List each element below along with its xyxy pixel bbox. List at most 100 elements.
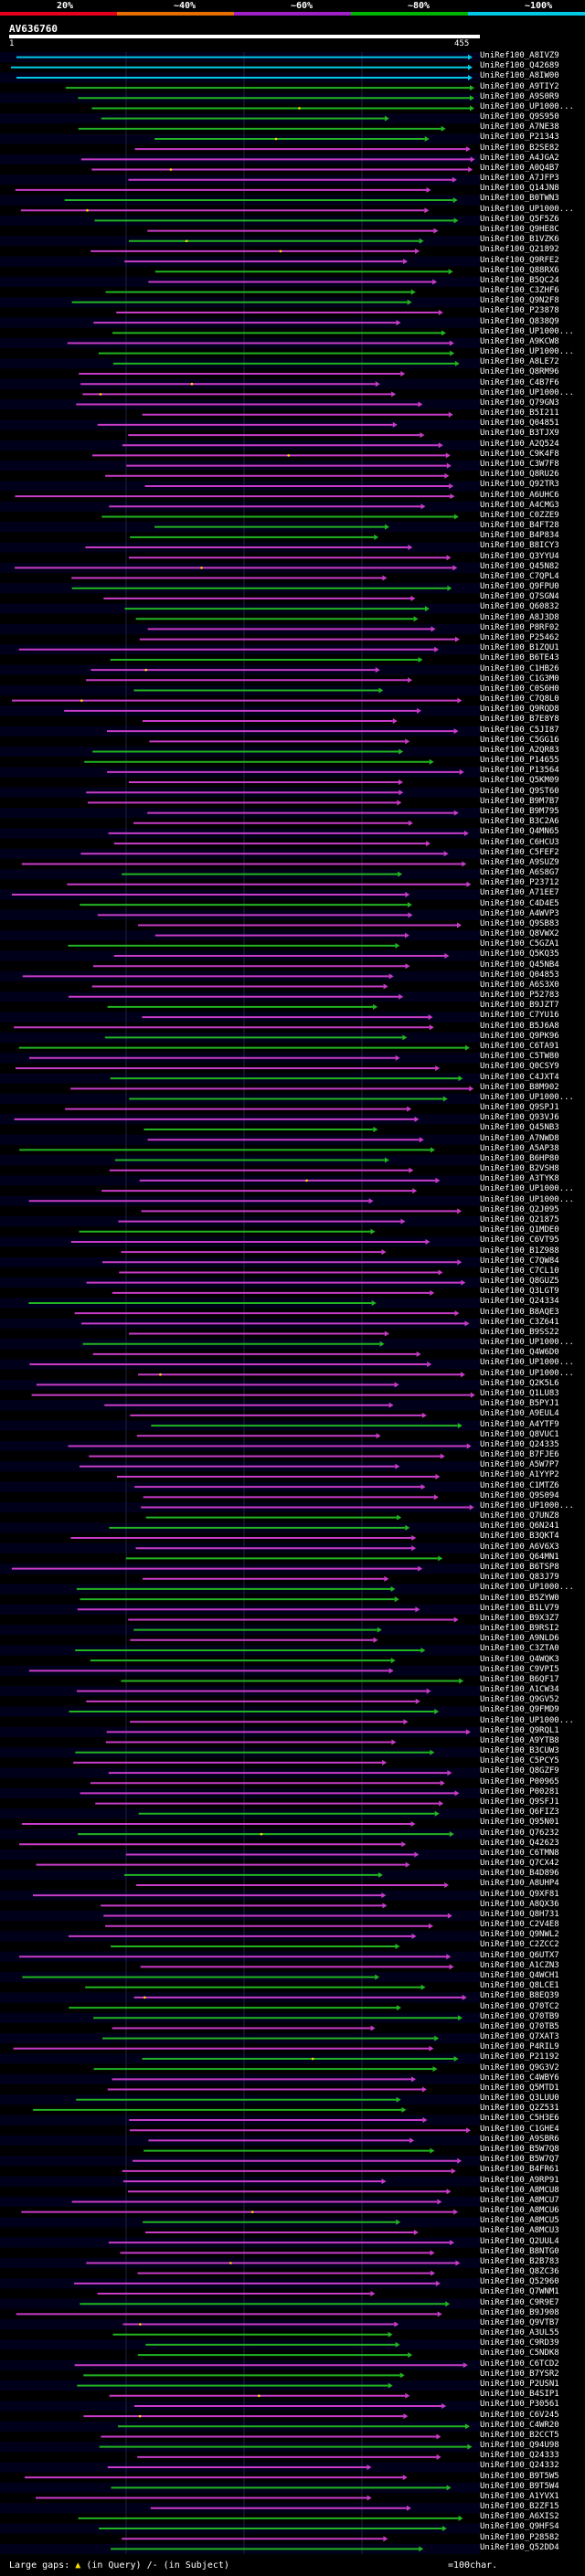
hit-name[interactable]: UniRef100_Q8H731 (480, 1909, 559, 1919)
hit-name[interactable]: UniRef100_A7NWD8 (480, 1133, 559, 1143)
hit-name[interactable]: UniRef100_A3UL55 (480, 2328, 559, 2338)
hit-name[interactable]: UniRef100_Q9SFJ1 (480, 1797, 559, 1807)
hit-name[interactable]: UniRef100_A8MCU8 (480, 2185, 559, 2195)
hit-name[interactable]: UniRef100_B2ZF15 (480, 2502, 559, 2512)
hit-name[interactable]: UniRef100_A1CW34 (480, 1685, 559, 1695)
hit-name[interactable]: UniRef100_A9S0R9 (480, 91, 559, 101)
hit-name[interactable]: UniRef100_Q9RFE2 (480, 255, 559, 265)
hit-name[interactable]: UniRef100_Q4WQK3 (480, 1654, 559, 1664)
hit-name[interactable]: UniRef100_B9M795 (480, 806, 559, 816)
hit-name[interactable]: UniRef100_B1Z988 (480, 1246, 559, 1256)
hit-name[interactable]: UniRef100_UP1000... (480, 1500, 574, 1511)
hit-name[interactable]: UniRef100_P23878 (480, 306, 559, 316)
hit-name[interactable]: UniRef100_Q42689 (480, 61, 559, 71)
hit-name[interactable]: UniRef100_B9X3Z7 (480, 1613, 559, 1623)
hit-name[interactable]: UniRef100_Q5KM09 (480, 776, 559, 786)
hit-name[interactable]: UniRef100_Q83J79 (480, 1573, 559, 1583)
hit-name[interactable]: UniRef100_A4CMG3 (480, 500, 559, 510)
hit-name[interactable]: UniRef100_Q24335 (480, 1439, 559, 1449)
hit-name[interactable]: UniRef100_Q8GZF9 (480, 1766, 559, 1776)
hit-name[interactable]: UniRef100_Q70TB9 (480, 2011, 559, 2021)
hit-name[interactable]: UniRef100_C2V4E8 (480, 1920, 559, 1930)
hit-name[interactable]: UniRef100_Q14JN8 (480, 184, 559, 194)
hit-name[interactable]: UniRef100_Q7UNZ8 (480, 1511, 559, 1521)
hit-name[interactable]: UniRef100_Q9GV52 (480, 1695, 559, 1705)
hit-name[interactable]: UniRef100_Q04853 (480, 970, 559, 980)
hit-name[interactable]: UniRef100_P4RIL9 (480, 2042, 559, 2052)
hit-name[interactable]: UniRef100_A71EE7 (480, 888, 559, 898)
hit-name[interactable]: UniRef100_B6QF17 (480, 1674, 559, 1684)
hit-name[interactable]: UniRef100_C1HB26 (480, 663, 559, 673)
hit-name[interactable]: UniRef100_P13564 (480, 766, 559, 776)
hit-name[interactable]: UniRef100_B6TSP8 (480, 1562, 559, 1572)
hit-name[interactable]: UniRef100_P14655 (480, 756, 559, 766)
hit-name[interactable]: UniRef100_UP1000... (480, 1715, 574, 1725)
hit-name[interactable]: UniRef100_C1MTZ6 (480, 1480, 559, 1490)
hit-name[interactable]: UniRef100_Q5MTD1 (480, 2083, 559, 2093)
hit-name[interactable]: UniRef100_Q45N82 (480, 561, 559, 571)
hit-name[interactable]: UniRef100_P28582 (480, 2532, 559, 2542)
hit-name[interactable]: UniRef100_C0ZZE9 (480, 510, 559, 520)
hit-name[interactable]: UniRef100_Q2K5L6 (480, 1378, 559, 1388)
hit-name[interactable]: UniRef100_B9M7B7 (480, 796, 559, 806)
hit-name[interactable]: UniRef100_Q70TB5 (480, 2021, 559, 2031)
hit-name[interactable]: UniRef100_A4JGA2 (480, 153, 559, 163)
hit-name[interactable]: UniRef100_C5TW80 (480, 1052, 559, 1062)
hit-name[interactable]: UniRef100_A8IW00 (480, 71, 559, 81)
hit-name[interactable]: UniRef100_B5ZYW0 (480, 1593, 559, 1603)
hit-name[interactable]: UniRef100_B5QC24 (480, 275, 559, 285)
hit-name[interactable]: UniRef100_B8EQ39 (480, 1991, 559, 2001)
hit-name[interactable]: UniRef100_C5FEF2 (480, 847, 559, 857)
hit-name[interactable]: UniRef100_A0Q4B7 (480, 163, 559, 173)
hit-name[interactable]: UniRef100_Q9NWL2 (480, 1930, 559, 1940)
hit-name[interactable]: UniRef100_A9YTB8 (480, 1735, 559, 1745)
hit-name[interactable]: UniRef100_Q2UUL4 (480, 2236, 559, 2246)
hit-name[interactable]: UniRef100_B1LV79 (480, 1603, 559, 1613)
hit-name[interactable]: UniRef100_A8MCU3 (480, 2226, 559, 2236)
hit-name[interactable]: UniRef100_A9NLD6 (480, 1634, 559, 1644)
hit-name[interactable]: UniRef100_A7NE38 (480, 122, 559, 133)
hit-name[interactable]: UniRef100_A6S8G7 (480, 868, 559, 878)
hit-name[interactable]: UniRef100_Q5KQ35 (480, 949, 559, 959)
hit-name[interactable]: UniRef100_Q3YYU4 (480, 551, 559, 561)
hit-name[interactable]: UniRef100_Q8ZC36 (480, 2267, 559, 2277)
hit-name[interactable]: UniRef100_Q9HE8C (480, 224, 559, 234)
hit-name[interactable]: UniRef100_UP1000... (480, 1184, 574, 1194)
hit-name[interactable]: UniRef100_C0S6H0 (480, 684, 559, 694)
hit-name[interactable]: UniRef100_Q9VTB7 (480, 2317, 559, 2327)
hit-name[interactable]: UniRef100_A8IVZ9 (480, 51, 559, 60)
hit-name[interactable]: UniRef100_B5I211 (480, 408, 559, 419)
hit-name[interactable]: UniRef100_C5NDK8 (480, 2348, 559, 2359)
hit-name[interactable]: UniRef100_A8MCU7 (480, 2195, 559, 2205)
hit-name[interactable]: UniRef100_Q21892 (480, 245, 559, 255)
hit-name[interactable]: UniRef100_Q7WNM1 (480, 2287, 559, 2297)
hit-name[interactable]: UniRef100_B1ZQU1 (480, 643, 559, 653)
hit-name[interactable]: UniRef100_A6XIS2 (480, 2512, 559, 2522)
hit-name[interactable]: UniRef100_Q1LU83 (480, 1388, 559, 1398)
hit-name[interactable]: UniRef100_C1G3M0 (480, 673, 559, 684)
hit-name[interactable]: UniRef100_Q6N241 (480, 1521, 559, 1532)
hit-name[interactable]: UniRef100_C9K4F8 (480, 449, 559, 459)
hit-name[interactable]: UniRef100_Q8RM96 (480, 367, 559, 377)
hit-name[interactable]: UniRef100_Q8RU26 (480, 470, 559, 480)
hit-name[interactable]: UniRef100_C7Q8L0 (480, 694, 559, 705)
hit-name[interactable]: UniRef100_Q42623 (480, 1838, 559, 1848)
hit-name[interactable]: UniRef100_A8MCU6 (480, 2206, 559, 2216)
hit-name[interactable]: UniRef100_B8ICY3 (480, 541, 559, 551)
hit-name[interactable]: UniRef100_Q8GUZ5 (480, 1277, 559, 1287)
hit-name[interactable]: UniRef100_Q7XAT3 (480, 2032, 559, 2042)
hit-name[interactable]: UniRef100_Q9N2F8 (480, 296, 559, 306)
hit-name[interactable]: UniRef100_C7QW84 (480, 1256, 559, 1266)
hit-name[interactable]: UniRef100_C6VT95 (480, 1235, 559, 1246)
hit-name[interactable]: UniRef100_Q52960 (480, 2277, 559, 2287)
hit-name[interactable]: UniRef100_UP1000... (480, 1338, 574, 1348)
hit-name[interactable]: UniRef100_UP1000... (480, 326, 574, 336)
hit-name[interactable]: UniRef100_C7CL10 (480, 1266, 559, 1276)
hit-name[interactable]: UniRef100_C3ZTA0 (480, 1644, 559, 1654)
hit-name[interactable]: UniRef100_Q79GN3 (480, 398, 559, 408)
hit-name[interactable]: UniRef100_B9J908 (480, 2307, 559, 2317)
hit-name[interactable]: UniRef100_UP1000... (480, 101, 574, 111)
hit-name[interactable]: UniRef100_C4WBY6 (480, 2072, 559, 2083)
hit-name[interactable]: UniRef100_C5JI87 (480, 725, 559, 735)
hit-name[interactable]: UniRef100_Q9RQL1 (480, 1725, 559, 1735)
